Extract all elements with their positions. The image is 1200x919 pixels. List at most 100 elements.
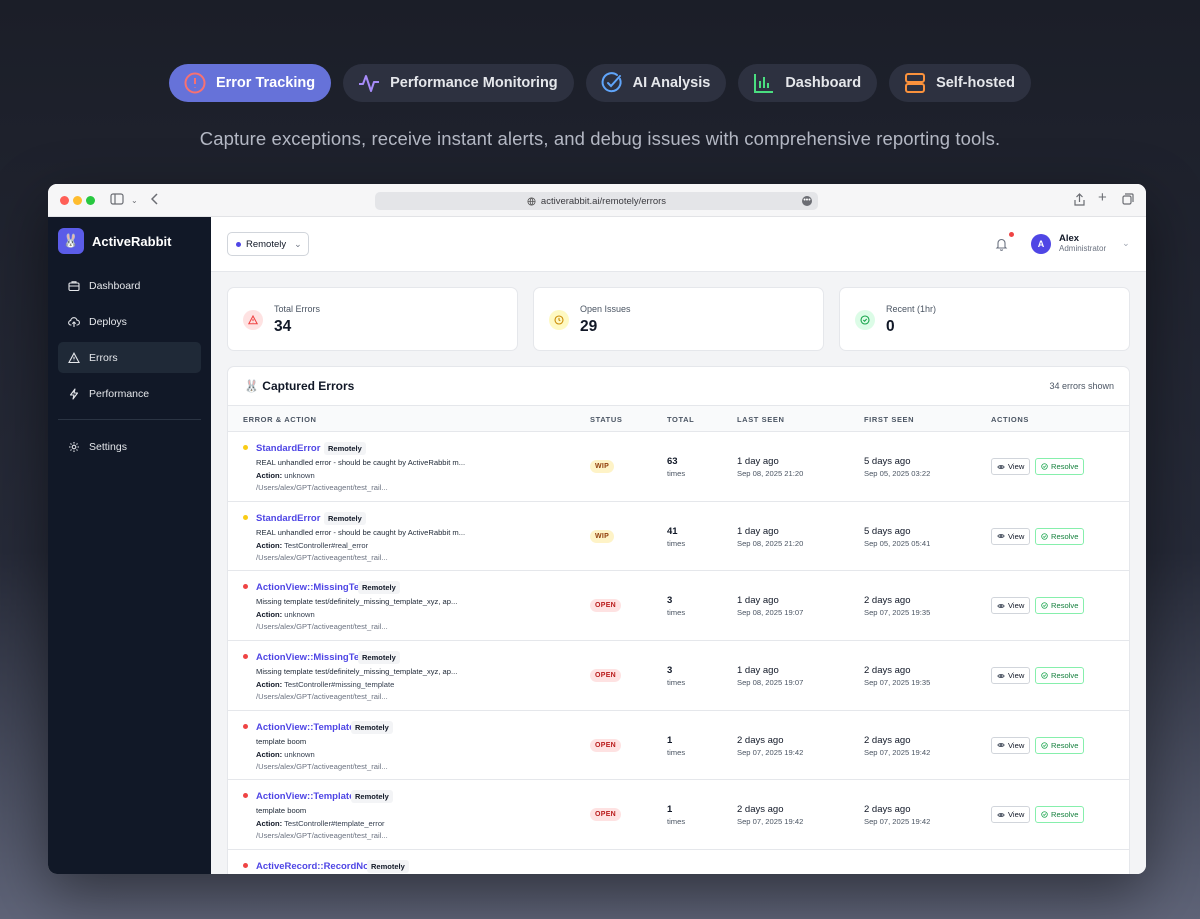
errors-count: 34 errors shown — [1049, 381, 1114, 391]
share-icon[interactable] — [1074, 193, 1085, 209]
total-count: 63 — [667, 456, 678, 467]
check-circle-icon — [1041, 811, 1048, 819]
error-path: /Users/alex/GPT/activeagent/test_rail... — [256, 831, 388, 841]
view-button[interactable]: View — [991, 736, 1031, 754]
sidebar-toggle-icon[interactable] — [110, 193, 124, 208]
column-header-total: TOTAL — [667, 415, 695, 424]
last-seen-timestamp: Sep 08, 2025 19:07 — [737, 678, 804, 688]
tabs-overview-icon[interactable] — [1122, 193, 1134, 208]
view-button[interactable]: View — [991, 597, 1031, 615]
status-badge: OPEN — [590, 599, 622, 613]
feature-tab-dashboard[interactable]: Dashboard — [738, 64, 878, 102]
table-row[interactable]: StandardError Remotely REAL unhandled erro… — [228, 432, 1129, 502]
back-arrow-icon[interactable] — [150, 193, 159, 208]
maximize-window-button[interactable] — [86, 196, 95, 205]
column-header-error: ERROR & ACTION — [243, 415, 317, 424]
first-seen-timestamp: Sep 05, 2025 03:22 — [864, 469, 931, 478]
action-value: TestController#real_error — [284, 540, 369, 550]
check-circle-icon — [1041, 533, 1048, 540]
table-row[interactable]: ActiveRecord::RecordNotFound Remotely — [228, 850, 1129, 874]
feature-tab-self-hosted[interactable]: Self-hosted — [889, 64, 1032, 102]
sidebar-item-errors[interactable]: Errors — [58, 342, 201, 373]
browser-window: ⌄ activerabbit.ai/remotely/errors ••• + … — [48, 184, 1146, 874]
view-label: View — [1008, 671, 1025, 681]
view-label: View — [1008, 740, 1025, 750]
error-name-link[interactable]: ActionView::Template::Error — [256, 721, 384, 733]
error-path: /Users/alex/GPT/activeagent/test_rail... — [256, 483, 388, 492]
chevron-down-icon[interactable]: ⌄ — [131, 196, 138, 205]
eye-icon — [997, 673, 1005, 678]
user-menu[interactable]: A Alex Administrator ⌄ — [1031, 233, 1130, 254]
feature-tab-ai-analysis[interactable]: AI Analysis — [585, 64, 727, 102]
environment-tag: Remotely — [358, 651, 400, 665]
table-row[interactable]: ActionView::Template::Error Remotely templ… — [228, 711, 1129, 781]
view-button[interactable]: View — [991, 806, 1031, 824]
environment-tag: Remotely — [324, 442, 366, 455]
error-name-link[interactable]: ActionView::MissingTemplate — [256, 652, 390, 664]
activity-icon — [359, 75, 380, 92]
view-button[interactable]: View — [991, 667, 1031, 685]
error-name-link[interactable]: ActionView::MissingTemplate — [256, 582, 390, 594]
resolve-button[interactable]: Resolve — [1035, 806, 1085, 824]
user-name: Alex — [1059, 233, 1080, 244]
last-seen-timestamp: Sep 07, 2025 19:42 — [737, 747, 804, 757]
view-button[interactable]: View — [991, 458, 1031, 475]
environment-tag: Remotely — [367, 860, 409, 874]
error-action: Action: TestController#real_error — [256, 541, 368, 550]
sidebar-item-performance[interactable]: Performance — [58, 378, 201, 409]
action-label: Action: — [256, 540, 283, 550]
sidebar-item-dashboard[interactable]: Dashboard — [58, 270, 201, 301]
action-value: unknown — [284, 610, 315, 620]
last-seen-timestamp: Sep 08, 2025 19:07 — [737, 608, 804, 618]
error-name-link[interactable]: StandardError — [256, 512, 321, 524]
last-seen-timestamp: Sep 08, 2025 21:20 — [737, 469, 804, 478]
table-row[interactable]: StandardError Remotely REAL unhandled erro… — [228, 502, 1129, 572]
error-action: Action: TestController#template_error — [256, 819, 385, 828]
gear-icon — [69, 441, 79, 452]
error-message: Missing template test/definitely_missing… — [256, 667, 458, 677]
resolve-label: Resolve — [1051, 601, 1079, 611]
view-button[interactable]: View — [991, 527, 1031, 545]
total-count: 1 — [667, 734, 673, 746]
table-row[interactable]: ActionView::MissingTemplate Remotely Missi… — [228, 571, 1129, 642]
feature-tab-performance-monitoring[interactable]: Performance Monitoring — [343, 64, 574, 102]
total-unit: times — [667, 747, 686, 757]
bell-icon[interactable] — [995, 237, 1008, 256]
total-unit: times — [667, 608, 686, 618]
error-message: REAL unhandled error - should be caught … — [256, 527, 466, 537]
error-name-link[interactable]: StandardError — [256, 443, 321, 454]
resolve-button[interactable]: Resolve — [1035, 458, 1085, 475]
view-label: View — [1008, 531, 1025, 541]
last-seen: 1 day ago — [737, 456, 779, 467]
brand[interactable]: 🐰 ActiveRabbit — [58, 228, 171, 254]
check-circle-icon — [1041, 742, 1048, 749]
warning-icon — [68, 351, 80, 363]
sidebar-item-settings[interactable]: Settings — [58, 431, 201, 462]
table-row[interactable]: ActionView::Template::Error Remotely templ… — [228, 780, 1129, 851]
last-seen: 2 days ago — [737, 804, 784, 816]
action-label: Action: — [256, 471, 283, 480]
stat-value: 34 — [274, 318, 292, 335]
resolve-button[interactable]: Resolve — [1035, 597, 1085, 615]
clock-alert-icon — [184, 72, 206, 94]
new-tab-icon[interactable]: + — [1098, 189, 1107, 206]
address-bar[interactable]: activerabbit.ai/remotely/errors ••• — [375, 192, 818, 210]
error-name-link[interactable]: ActiveRecord::RecordNotFound — [256, 861, 402, 873]
severity-dot — [243, 793, 248, 799]
sidebar-item-deploys[interactable]: Deploys — [58, 306, 201, 337]
environment-tag: Remotely — [324, 511, 366, 525]
view-label: View — [1008, 462, 1025, 471]
resolve-button[interactable]: Resolve — [1035, 667, 1085, 685]
table-header: 🐰 Captured Errors 34 errors shown — [228, 367, 1129, 406]
resolve-button[interactable]: Resolve — [1035, 736, 1085, 754]
minimize-window-button[interactable] — [73, 196, 82, 205]
feature-tab-error-tracking[interactable]: Error Tracking — [168, 64, 332, 102]
resolve-button[interactable]: Resolve — [1035, 527, 1085, 545]
bar-chart-icon — [754, 74, 774, 93]
error-name-link[interactable]: ActionView::Template::Error — [256, 791, 384, 803]
project-selector[interactable]: Remotely ⌄ — [227, 232, 309, 256]
more-icon[interactable]: ••• — [802, 196, 812, 206]
sidebar-item-label: Deploys — [89, 315, 127, 328]
close-window-button[interactable] — [60, 196, 69, 205]
